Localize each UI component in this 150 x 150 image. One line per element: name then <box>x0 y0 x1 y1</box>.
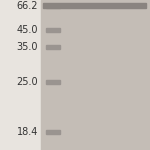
Bar <box>46 130 60 134</box>
Bar <box>46 45 60 49</box>
Text: 45.0: 45.0 <box>17 25 38 35</box>
Bar <box>46 28 60 32</box>
Bar <box>46 80 60 84</box>
Text: 25.0: 25.0 <box>17 77 38 87</box>
Text: 66.2: 66.2 <box>17 1 38 11</box>
Text: 35.0: 35.0 <box>17 42 38 52</box>
Bar <box>44 3 146 8</box>
Bar <box>41 0 150 150</box>
Bar <box>46 4 60 8</box>
Text: 18.4: 18.4 <box>17 127 38 137</box>
